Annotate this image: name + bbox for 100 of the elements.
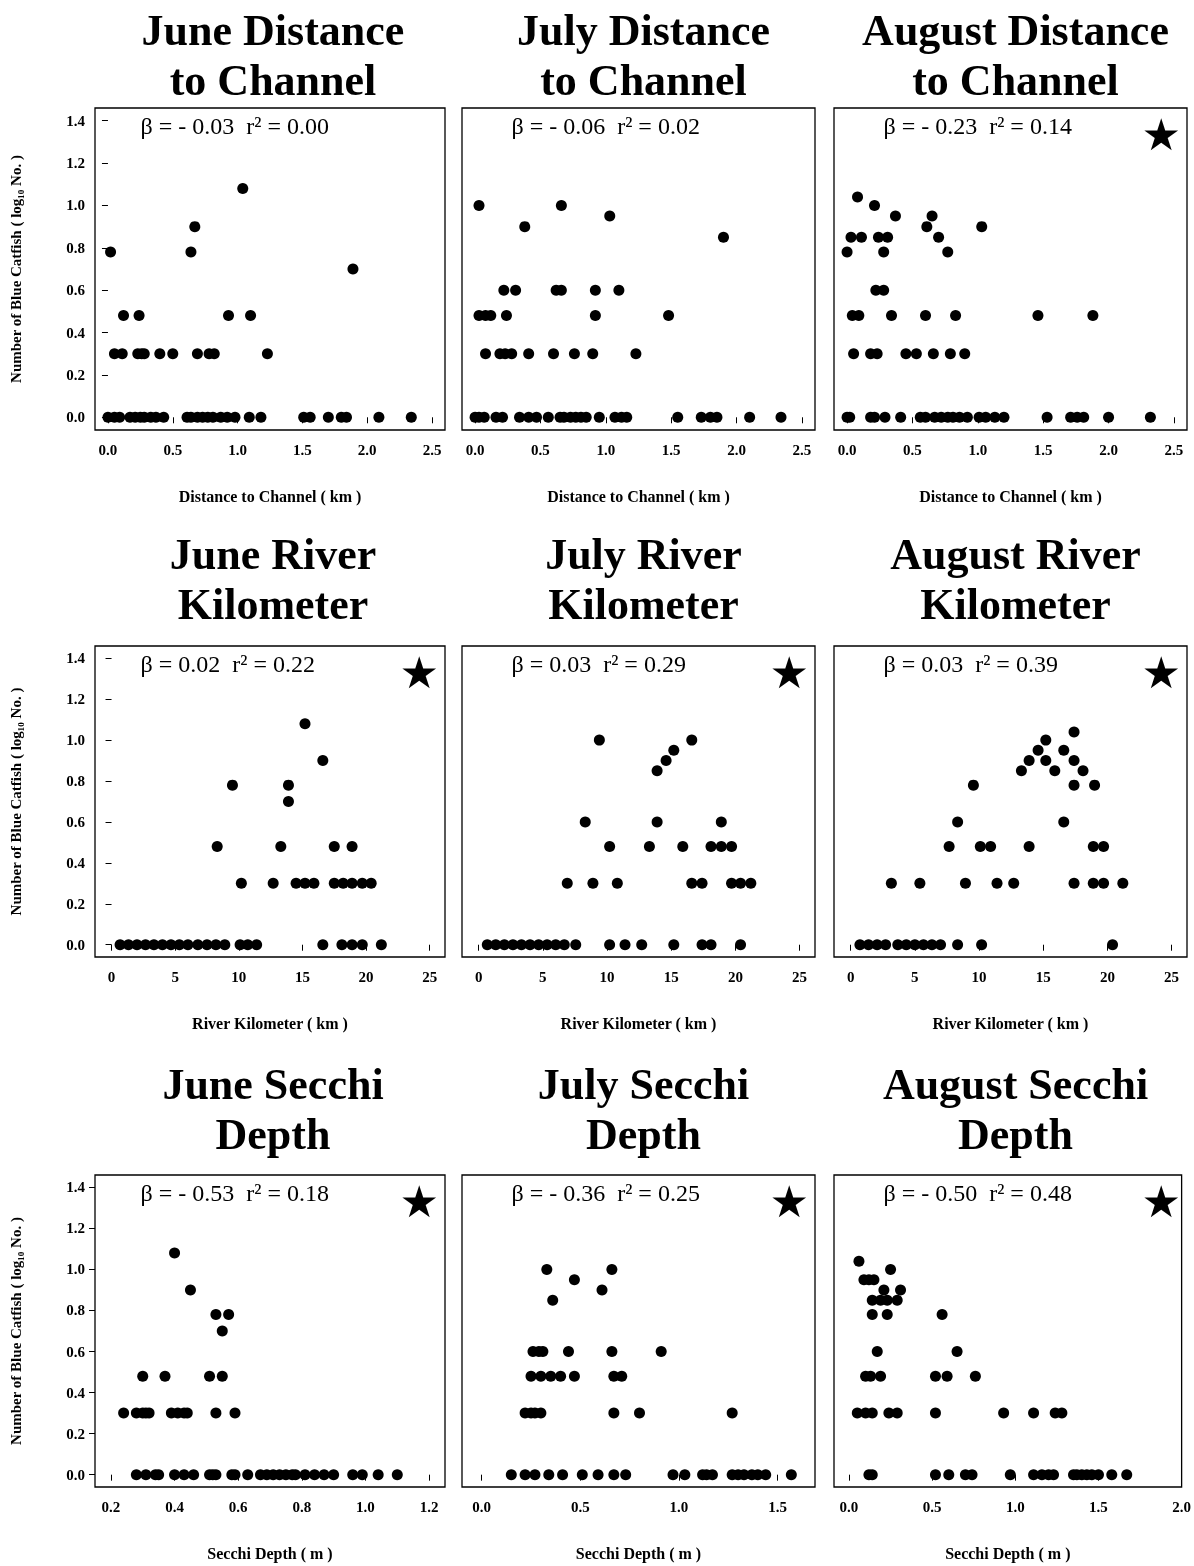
x-tick-label: 10 xyxy=(971,968,987,985)
x-tick-label: 1.0 xyxy=(669,1498,689,1515)
x-tick-label: 0.4 xyxy=(165,1498,185,1515)
x-tick-label: 2.5 xyxy=(422,441,442,458)
x-tick-label: 10 xyxy=(231,968,247,985)
x-tick-label: 25 xyxy=(422,968,438,985)
annotation: β = 0.02 r² = 0.22 xyxy=(140,651,316,677)
y-tick-label: 0.4 xyxy=(66,324,86,341)
x-tick-label: 20 xyxy=(1099,968,1115,985)
x-tick-label: 0.0 xyxy=(837,441,857,458)
x-tick-label: 15 xyxy=(663,968,679,985)
x-axis-title: Distance to Channel ( km ) xyxy=(178,487,362,506)
chart-title: July Secchi Depth xyxy=(537,1059,750,1159)
annotation: ★ xyxy=(399,646,440,698)
annotation: β = - 0.06 r² = 0.02 xyxy=(511,113,700,139)
annotation: ★ xyxy=(399,1175,440,1227)
y-tick-label: 0.8 xyxy=(66,239,85,256)
x-tick-label: 2.5 xyxy=(1164,441,1184,458)
annotation: ★ xyxy=(1141,1175,1182,1227)
x-axis-title: Secchi Depth ( m ) xyxy=(575,1544,702,1563)
x-tick-label: 0.5 xyxy=(922,1498,942,1515)
y-axis-title: Number of Blue Catfish ( log₁₀ No. ) xyxy=(7,687,25,916)
x-tick-label: 1.0 xyxy=(596,441,616,458)
y-tick-label: 0.2 xyxy=(66,895,85,912)
annotation: ★ xyxy=(769,646,810,698)
x-axis-title: Secchi Depth ( m ) xyxy=(207,1544,333,1563)
x-axis-title: River Kilometer ( km ) xyxy=(560,1014,717,1033)
y-tick-label: 0.6 xyxy=(66,813,86,830)
annotation: β = - 0.03 r² = 0.00 xyxy=(140,113,330,139)
x-axis-title: River Kilometer ( km ) xyxy=(932,1014,1089,1033)
x-tick-label: 15 xyxy=(1035,968,1051,985)
x-tick-label: 0.5 xyxy=(163,441,183,458)
x-tick-label: 2.0 xyxy=(1099,441,1118,458)
annotation: β = - 0.23 r² = 0.14 xyxy=(883,113,1072,139)
y-tick-label: 1.4 xyxy=(66,650,86,667)
chart-title: June Distance to Channel xyxy=(141,5,405,105)
y-tick-label: 1.0 xyxy=(66,1261,85,1278)
chart-title: July Distance to Channel xyxy=(517,5,770,105)
y-tick-label: 1.2 xyxy=(66,1220,85,1237)
x-tick-label: 0.0 xyxy=(98,441,118,458)
y-tick-label: 0.4 xyxy=(66,1384,86,1401)
x-tick-label: 1.5 xyxy=(1089,1498,1108,1515)
x-tick-label: 1.0 xyxy=(968,441,988,458)
x-tick-label: 0 xyxy=(846,968,855,985)
x-tick-label: 25 xyxy=(1164,968,1180,985)
annotation: ★ xyxy=(769,1175,810,1227)
y-tick-label: 1.2 xyxy=(66,155,85,172)
x-axis-title: Secchi Depth ( m ) xyxy=(945,1544,1071,1563)
y-tick-label: 0.2 xyxy=(66,366,85,383)
chart-title: June River Kilometer xyxy=(169,529,377,629)
y-tick-label: 1.0 xyxy=(66,197,85,214)
x-axis-title: Distance to Channel ( km ) xyxy=(547,487,730,506)
x-tick-label: 0.5 xyxy=(570,1498,590,1515)
y-tick-label: 0.0 xyxy=(66,1466,85,1483)
x-tick-label: 0.5 xyxy=(903,441,922,458)
y-tick-label: 0.0 xyxy=(66,936,85,953)
x-tick-label: 1.0 xyxy=(356,1498,375,1515)
x-tick-label: 0.8 xyxy=(292,1498,312,1515)
x-tick-label: 1.2 xyxy=(419,1498,439,1515)
x-tick-label: 0.0 xyxy=(839,1498,859,1515)
annotation: β = - 0.36 r² = 0.25 xyxy=(511,1180,700,1206)
y-tick-label: 1.4 xyxy=(66,112,86,129)
x-tick-label: 20 xyxy=(727,968,743,985)
y-axis-title: Number of Blue Catfish ( log₁₀ No. ) xyxy=(7,155,25,383)
y-axis-title: Number of Blue Catfish ( log₁₀ No. ) xyxy=(7,1217,25,1445)
annotation: β = 0.03 r² = 0.29 xyxy=(511,651,686,677)
y-tick-label: 0.8 xyxy=(66,773,85,790)
x-tick-label: 0.0 xyxy=(472,1498,492,1515)
y-tick-label: 1.2 xyxy=(66,691,85,708)
x-tick-label: 0.2 xyxy=(101,1498,121,1515)
chart-title: August Distance to Channel xyxy=(862,5,1169,105)
x-tick-label: 2.5 xyxy=(792,441,812,458)
x-tick-label: 1.5 xyxy=(768,1498,787,1515)
x-tick-label: 1.0 xyxy=(1005,1498,1025,1515)
x-tick-label: 20 xyxy=(358,968,374,985)
x-axis-title: Distance to Channel ( km ) xyxy=(919,487,1102,506)
y-tick-label: 0.2 xyxy=(66,1425,85,1442)
x-tick-label: 1.5 xyxy=(293,441,312,458)
x-tick-label: 1.5 xyxy=(1033,441,1053,458)
y-tick-label: 0.8 xyxy=(66,1302,85,1319)
annotation: β = - 0.53 r² = 0.18 xyxy=(140,1180,330,1206)
x-tick-label: 5 xyxy=(911,968,919,985)
x-tick-label: 5 xyxy=(539,968,547,985)
y-tick-label: 0.6 xyxy=(66,1343,86,1360)
x-tick-label: 0.6 xyxy=(228,1498,249,1515)
chart-title: August River Kilometer xyxy=(890,529,1141,629)
y-tick-label: 1.4 xyxy=(66,1179,86,1196)
x-tick-label: 2.0 xyxy=(1172,1498,1191,1515)
x-tick-label: 2.0 xyxy=(357,441,377,458)
x-tick-label: 0 xyxy=(107,968,116,985)
y-tick-label: 0.0 xyxy=(66,409,85,426)
x-tick-label: 0 xyxy=(474,968,483,985)
x-axis-title: River Kilometer ( km ) xyxy=(192,1014,348,1033)
x-tick-label: 10 xyxy=(599,968,615,985)
annotation: ★ xyxy=(1141,646,1182,698)
x-tick-label: 0.0 xyxy=(465,441,485,458)
x-tick-label: 0.5 xyxy=(531,441,550,458)
y-tick-label: 1.0 xyxy=(66,732,85,749)
x-tick-label: 5 xyxy=(171,968,179,985)
y-tick-label: 0.6 xyxy=(66,282,86,299)
